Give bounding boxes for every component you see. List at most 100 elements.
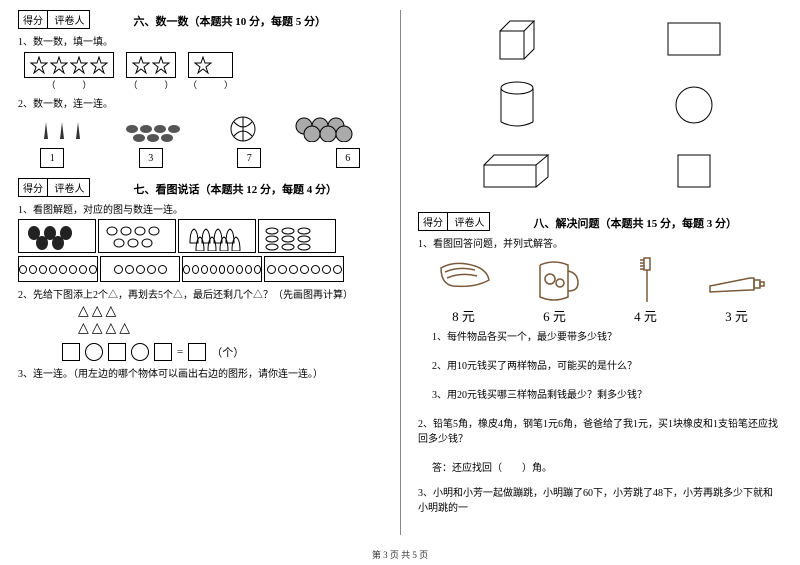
star-group-1 — [24, 52, 114, 78]
num-box: 3 — [139, 148, 163, 168]
star-icon — [132, 56, 150, 74]
circle-cell — [18, 256, 98, 282]
section6-header: 得分 评卷人 六、数一数（本题共 10 分，每题 5 分） — [18, 10, 382, 29]
lemon-icon — [102, 221, 172, 251]
blank-square — [154, 343, 172, 361]
cylinder-shape — [458, 80, 575, 130]
s8-ans2: 答：还应找回（ ）角。 — [432, 459, 782, 474]
s7-q1: 1、看图解题，对应的图与数连一连。 — [18, 201, 382, 216]
star-icon — [152, 56, 170, 74]
s8-q1: 1、看图回答问题，并列式解答。 — [418, 235, 782, 250]
score-label: 得分 — [19, 11, 48, 28]
circle-shape — [635, 80, 752, 130]
star-block-2: （ ） — [126, 52, 176, 91]
score-box: 得分 评卷人 — [18, 10, 90, 29]
left-column: 得分 评卷人 六、数一数（本题共 10 分，每题 5 分） 1、数一数，填一填。… — [0, 0, 400, 565]
star-icon — [30, 56, 48, 74]
cuboid-icon — [478, 151, 556, 191]
rect-shape — [635, 14, 752, 64]
triangles-line1: △△△ — [78, 303, 382, 320]
fruit-cell-2 — [98, 219, 176, 253]
section6-title: 六、数一数（本题共 10 分，每题 5 分） — [134, 13, 327, 29]
star-icon — [194, 56, 212, 74]
s8-sub2: 2、用10元钱买了两样物品，可能买的是什么？ — [432, 357, 782, 372]
right-column: 得分 评卷人 八、解决问题（本题共 15 分，每题 3 分） 1、看图回答问题，… — [400, 0, 800, 565]
blank-circle — [85, 343, 103, 361]
item-toothpaste: 3 元 — [702, 256, 772, 325]
s8-sub1: 1、每件物品各买一个，最少要带多少钱？ — [432, 328, 782, 343]
num-box: 1 — [40, 148, 64, 168]
page-number: 第 3 页 共 5 页 — [0, 548, 800, 561]
cuboid-shape — [458, 146, 575, 196]
section8-header: 得分 评卷人 八、解决问题（本题共 15 分，每题 3 分） — [418, 212, 782, 231]
s7-q2: 2、先给下图添上2个△，再划去5个△，最后还剩几个△？（先画图再计算） — [18, 286, 382, 301]
grader-label: 评卷人 — [51, 11, 89, 28]
star-icon — [90, 56, 108, 74]
item-towel: 8 元 — [429, 256, 499, 325]
fruit-cell-1 — [18, 219, 96, 253]
grader-label: 评卷人 — [451, 213, 489, 230]
smileys-icon — [294, 116, 364, 142]
s7-q3: 3、连一连。（用左边的哪个物体可以画出右边的图形，请你连一连。） — [18, 365, 382, 380]
strawberry-icon — [22, 221, 92, 251]
rectangle-icon — [666, 21, 722, 57]
s8-sub3: 3、用20元钱买哪三样物品剩钱最少？剩多少钱？ — [432, 386, 782, 401]
circle-row — [18, 256, 382, 282]
equation-row: = （个） — [62, 343, 382, 361]
square-icon — [676, 153, 712, 189]
circle-cell — [182, 256, 262, 282]
fruit-row — [18, 219, 382, 253]
section7-title: 七、看图说话（本题共 12 分，每题 4 分） — [134, 181, 338, 197]
towel-icon — [435, 258, 493, 302]
grader-label: 评卷人 — [51, 179, 89, 196]
score-label: 得分 — [419, 213, 448, 230]
caption: （ ） — [24, 78, 114, 91]
toothpaste-icon — [706, 260, 768, 300]
star-icon — [50, 56, 68, 74]
cube-icon — [492, 15, 542, 63]
cylinder-icon — [497, 80, 537, 130]
price: 4 元 — [611, 306, 681, 325]
shapes-grid — [418, 8, 782, 206]
circle-icon — [674, 85, 714, 125]
star-group-3 — [188, 52, 233, 78]
price: 6 元 — [520, 306, 590, 325]
ball-icon — [228, 114, 258, 144]
circle-cell — [100, 256, 180, 282]
s8-q3: 3、小明和小芳一起做蹦跳，小明蹦了60下，小芳跳了48下，小芳再跳多少下就和小明… — [418, 484, 782, 514]
triangles-line2: △△△△ — [78, 320, 382, 337]
cup-icon — [530, 257, 580, 303]
blank-square — [62, 343, 80, 361]
s8-q2: 2、铅笔5角，橡皮4角，钢笔1元6角，爸爸给了我1元，买1块橡皮和1支铅笔还应找… — [418, 415, 782, 445]
cube-shape — [458, 14, 575, 64]
match-icons — [18, 114, 382, 144]
price: 3 元 — [702, 306, 772, 325]
score-box: 得分 评卷人 — [418, 212, 490, 231]
bees-icon — [122, 114, 192, 144]
rocket-icon — [36, 114, 86, 144]
square-shape — [635, 146, 752, 196]
star-group-2 — [126, 52, 176, 78]
blank-square — [188, 343, 206, 361]
item-toothbrush: 4 元 — [611, 256, 681, 325]
fruit-cell-3 — [178, 219, 256, 253]
blank-circle — [131, 343, 149, 361]
eq-tail: （个） — [211, 344, 244, 360]
peanut-icon — [262, 221, 332, 251]
star-row: （ ） （ ） （ ） — [24, 52, 382, 91]
caption: （ ） — [126, 78, 176, 91]
equals-sign: = — [177, 346, 183, 358]
caption: （ ） — [188, 78, 233, 91]
circle-cell — [264, 256, 344, 282]
item-cup: 6 元 — [520, 256, 590, 325]
section7-header: 得分 评卷人 七、看图说话（本题共 12 分，每题 4 分） — [18, 178, 382, 197]
fruit-cell-4 — [258, 219, 336, 253]
blank-square — [108, 343, 126, 361]
star-block-1: （ ） — [24, 52, 114, 91]
score-label: 得分 — [19, 179, 48, 196]
s6-q1: 1、数一数，填一填。 — [18, 33, 382, 48]
items-row: 8 元 6 元 4 元 3 元 — [418, 256, 782, 325]
number-row: 1 3 7 6 — [18, 148, 382, 168]
pear-icon — [182, 221, 252, 251]
num-box: 6 — [336, 148, 360, 168]
